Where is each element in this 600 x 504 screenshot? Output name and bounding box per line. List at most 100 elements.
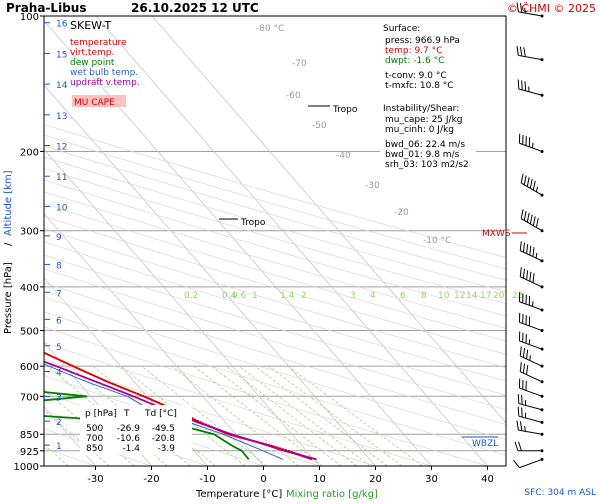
x-tick-label: -30 <box>87 474 103 485</box>
legend-title: SKEW-T <box>70 19 112 32</box>
mixing-ratio-label: 14 <box>466 291 478 301</box>
mixing-ratio-label: 4 <box>370 291 376 301</box>
wind-barb-feather <box>536 253 537 258</box>
instability-title: Instability/Shear: <box>383 104 459 114</box>
dry-adiabat-line <box>0 16 320 466</box>
y-tick-label: 100 <box>20 12 39 23</box>
x-tick-label: 40 <box>481 474 494 485</box>
mixing-ratio-label: 6 <box>400 291 406 301</box>
y-tick-label: 300 <box>20 227 39 238</box>
wind-barb-feather <box>522 395 523 404</box>
mixing-ratio-label: 25 <box>512 291 523 301</box>
altitude-tick-label: 1 <box>56 442 62 452</box>
wind-barb-feather <box>530 272 531 281</box>
mixing-ratio-label: 17 <box>480 291 491 301</box>
wind-barb-shaft <box>519 416 542 422</box>
isotherm-label: -70 <box>292 59 307 69</box>
wind-barb-feather <box>519 442 522 451</box>
wind-barb-shaft <box>518 430 542 434</box>
mixing-ratio-label: 0.6 <box>232 291 247 301</box>
y-tick-label: 500 <box>20 327 39 338</box>
levels-row-p: 850 <box>86 444 103 454</box>
wind-barb-shaft <box>521 183 542 195</box>
wind-barb-feather <box>527 244 528 253</box>
wind-barb-shaft <box>518 55 542 59</box>
wind-barb <box>520 267 543 288</box>
altitude-tick-label: 8 <box>56 261 62 271</box>
mixing-ratio-label: 20 <box>493 291 505 301</box>
wind-barb-feather <box>524 176 526 185</box>
chart-series <box>0 16 317 459</box>
levels-row-td: -20.8 <box>152 434 176 444</box>
isotherm-label: -50 <box>312 121 327 131</box>
x-tick-label: -20 <box>143 474 159 485</box>
wind-barb-feather <box>520 47 521 56</box>
wind-barb <box>518 80 543 97</box>
isotherm-label: -40 <box>336 151 351 161</box>
legend-wet-bulb: wet bulb temp. <box>70 68 138 78</box>
wind-barb-feather <box>520 362 521 371</box>
isotherm-label: -30 <box>365 181 380 191</box>
mixing-ratio-label: 2 <box>301 291 307 301</box>
mixing-ratio-label: 12 <box>454 291 465 301</box>
surface-press: press: 966.9 hPa <box>385 36 460 46</box>
wbzl-label: WBZL <box>472 439 498 449</box>
altitude-tick-label: 6 <box>56 316 62 326</box>
surface-tmxfc: t-mxfc: 10.8 °C <box>385 81 454 91</box>
levels-row-t: -26.9 <box>117 424 141 434</box>
levels-header-p: p [hPa] <box>85 409 117 419</box>
wind-barb-feather <box>536 187 537 192</box>
mixing-ratio-label: 1.4 <box>280 291 295 301</box>
tropopause-label-lower: Tropo <box>240 218 266 228</box>
levels-row-t: -1.4 <box>122 444 140 454</box>
y-axis-separator: / <box>3 242 14 246</box>
isotherm-label: -10 °C <box>423 236 451 246</box>
wind-barb-feather <box>533 216 535 225</box>
wind-barb <box>517 421 544 436</box>
wind-barb-feather <box>536 218 538 227</box>
x-tick-label: 10 <box>313 474 326 485</box>
wind-barb-feather <box>517 46 518 55</box>
wind-barb-feather <box>533 273 534 282</box>
wind-barb <box>519 331 543 350</box>
legend: SKEW-T temperature virt.temp. dew point … <box>70 19 140 108</box>
y-tick-label: 200 <box>20 147 39 158</box>
levels-row-td: -49.5 <box>152 424 175 434</box>
mixing-ratio-label: 3 <box>350 291 356 301</box>
wind-barb-shaft <box>519 89 542 95</box>
wind-barb-shaft <box>519 459 542 467</box>
wind-barb-feather <box>517 421 518 430</box>
wind-barb-feather <box>527 350 528 359</box>
mu-cape-badge: MU CAPE <box>74 98 115 108</box>
wind-barb-shaft <box>519 341 542 349</box>
x-tick-label: 30 <box>425 474 438 485</box>
wind-barb-shaft <box>521 219 542 231</box>
levels-row-t: -10.6 <box>117 434 141 444</box>
mixing-ratio-label: 0.2 <box>184 291 198 301</box>
wind-barb <box>517 46 544 61</box>
wind-barb-feather <box>530 355 531 360</box>
instability-srh-03: srh_03: 103 m2/s2 <box>385 160 469 170</box>
wind-barb-feather <box>524 211 526 220</box>
altitude-tick-label: 4 <box>56 369 62 379</box>
isotherm-line <box>0 16 320 466</box>
surface-tconv: t-conv: 9.0 °C <box>385 71 447 81</box>
wind-barb-feather <box>520 241 521 250</box>
wind-barb-feather <box>523 348 524 357</box>
wind-barb <box>519 379 543 398</box>
isotherm-label: -60 <box>286 91 301 101</box>
x-tick-label: 0 <box>260 474 266 485</box>
station-title: Praha-Libus <box>6 1 86 15</box>
wind-barb-feather <box>527 270 528 279</box>
isotherm-label: -20 <box>394 208 409 218</box>
wind-barb-feather <box>530 215 532 224</box>
wind-barb <box>519 292 543 311</box>
wind-barb-feather <box>527 365 528 374</box>
y-tick-label: 700 <box>20 392 39 403</box>
surface-info: Surface: press: 966.9 hPa temp: 9.7 °C d… <box>380 20 468 92</box>
altitude-tick-label: 14 <box>56 81 68 91</box>
levels-header-td: Td [°C] <box>144 409 177 419</box>
wind-barb-feather <box>522 408 523 417</box>
